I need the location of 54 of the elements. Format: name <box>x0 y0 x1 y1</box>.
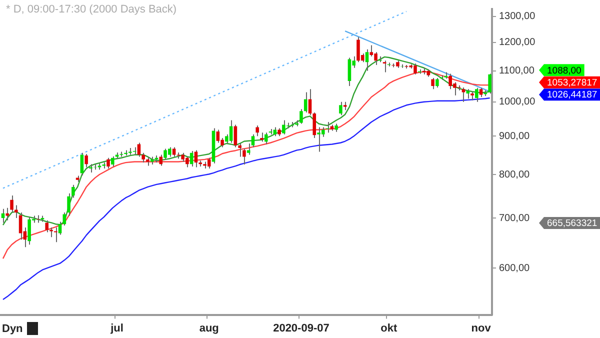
candlestick <box>264 132 268 145</box>
text: 1053,27817 <box>547 78 598 89</box>
candlestick <box>260 132 264 142</box>
candlestick <box>229 120 233 144</box>
candlestick <box>475 87 478 102</box>
candlestick <box>159 154 163 166</box>
candlestick <box>300 108 303 124</box>
x-tick-label: jul <box>110 322 124 334</box>
y-tick-label: 800,00 <box>499 169 530 180</box>
candlestick <box>216 129 220 144</box>
candlestick <box>137 142 141 158</box>
candlestick <box>431 78 434 90</box>
candlestick <box>84 154 88 168</box>
y-tick-label: 900,00 <box>499 130 530 142</box>
y-tick-label: 700,00 <box>499 212 530 224</box>
candlestick <box>6 207 10 221</box>
y-tick-label: 1000,00 <box>499 96 536 108</box>
y-tick-label: 600,00 <box>499 262 530 274</box>
candlestick <box>93 164 97 170</box>
candlestick <box>304 92 308 113</box>
candlestick <box>80 152 84 176</box>
candlestick <box>36 214 40 224</box>
candlestick <box>370 44 374 57</box>
text: Dyn <box>2 322 23 334</box>
x-tick-label: okt <box>380 322 398 334</box>
y-tick-label: 1100,00 <box>499 66 535 77</box>
candlestick <box>106 157 110 169</box>
candlestick <box>348 57 352 86</box>
candlestick <box>172 146 176 158</box>
candlestick <box>382 60 386 73</box>
text: 1026,44187 <box>547 90 598 101</box>
x-tick-label: aug <box>199 322 219 334</box>
candlestick <box>234 124 238 148</box>
candlestick <box>282 120 286 135</box>
candlestick <box>488 73 492 94</box>
candlestick <box>365 48 369 72</box>
candlestick <box>54 226 58 243</box>
candlestick <box>18 212 22 240</box>
candlestick <box>436 78 439 88</box>
candlestick <box>256 124 260 137</box>
candlestick <box>374 52 378 66</box>
text: 1088,00 <box>547 65 582 76</box>
candlestick <box>466 88 470 100</box>
y-tick-label: 1300,00 <box>499 11 536 22</box>
chart-title: * D, 09:00-17:30 (2000 Days Back) <box>6 4 177 16</box>
x-tick-label: nov <box>471 322 492 334</box>
candlestick <box>110 156 114 167</box>
candlestick <box>339 101 342 116</box>
text: 665,563321 <box>547 218 598 230</box>
candlestick <box>194 150 198 168</box>
candlestick <box>479 87 483 98</box>
candlestick <box>207 157 211 169</box>
y-tick-label: 1200,00 <box>499 37 536 48</box>
x-tick-label: 2020-09-07 <box>273 322 330 334</box>
